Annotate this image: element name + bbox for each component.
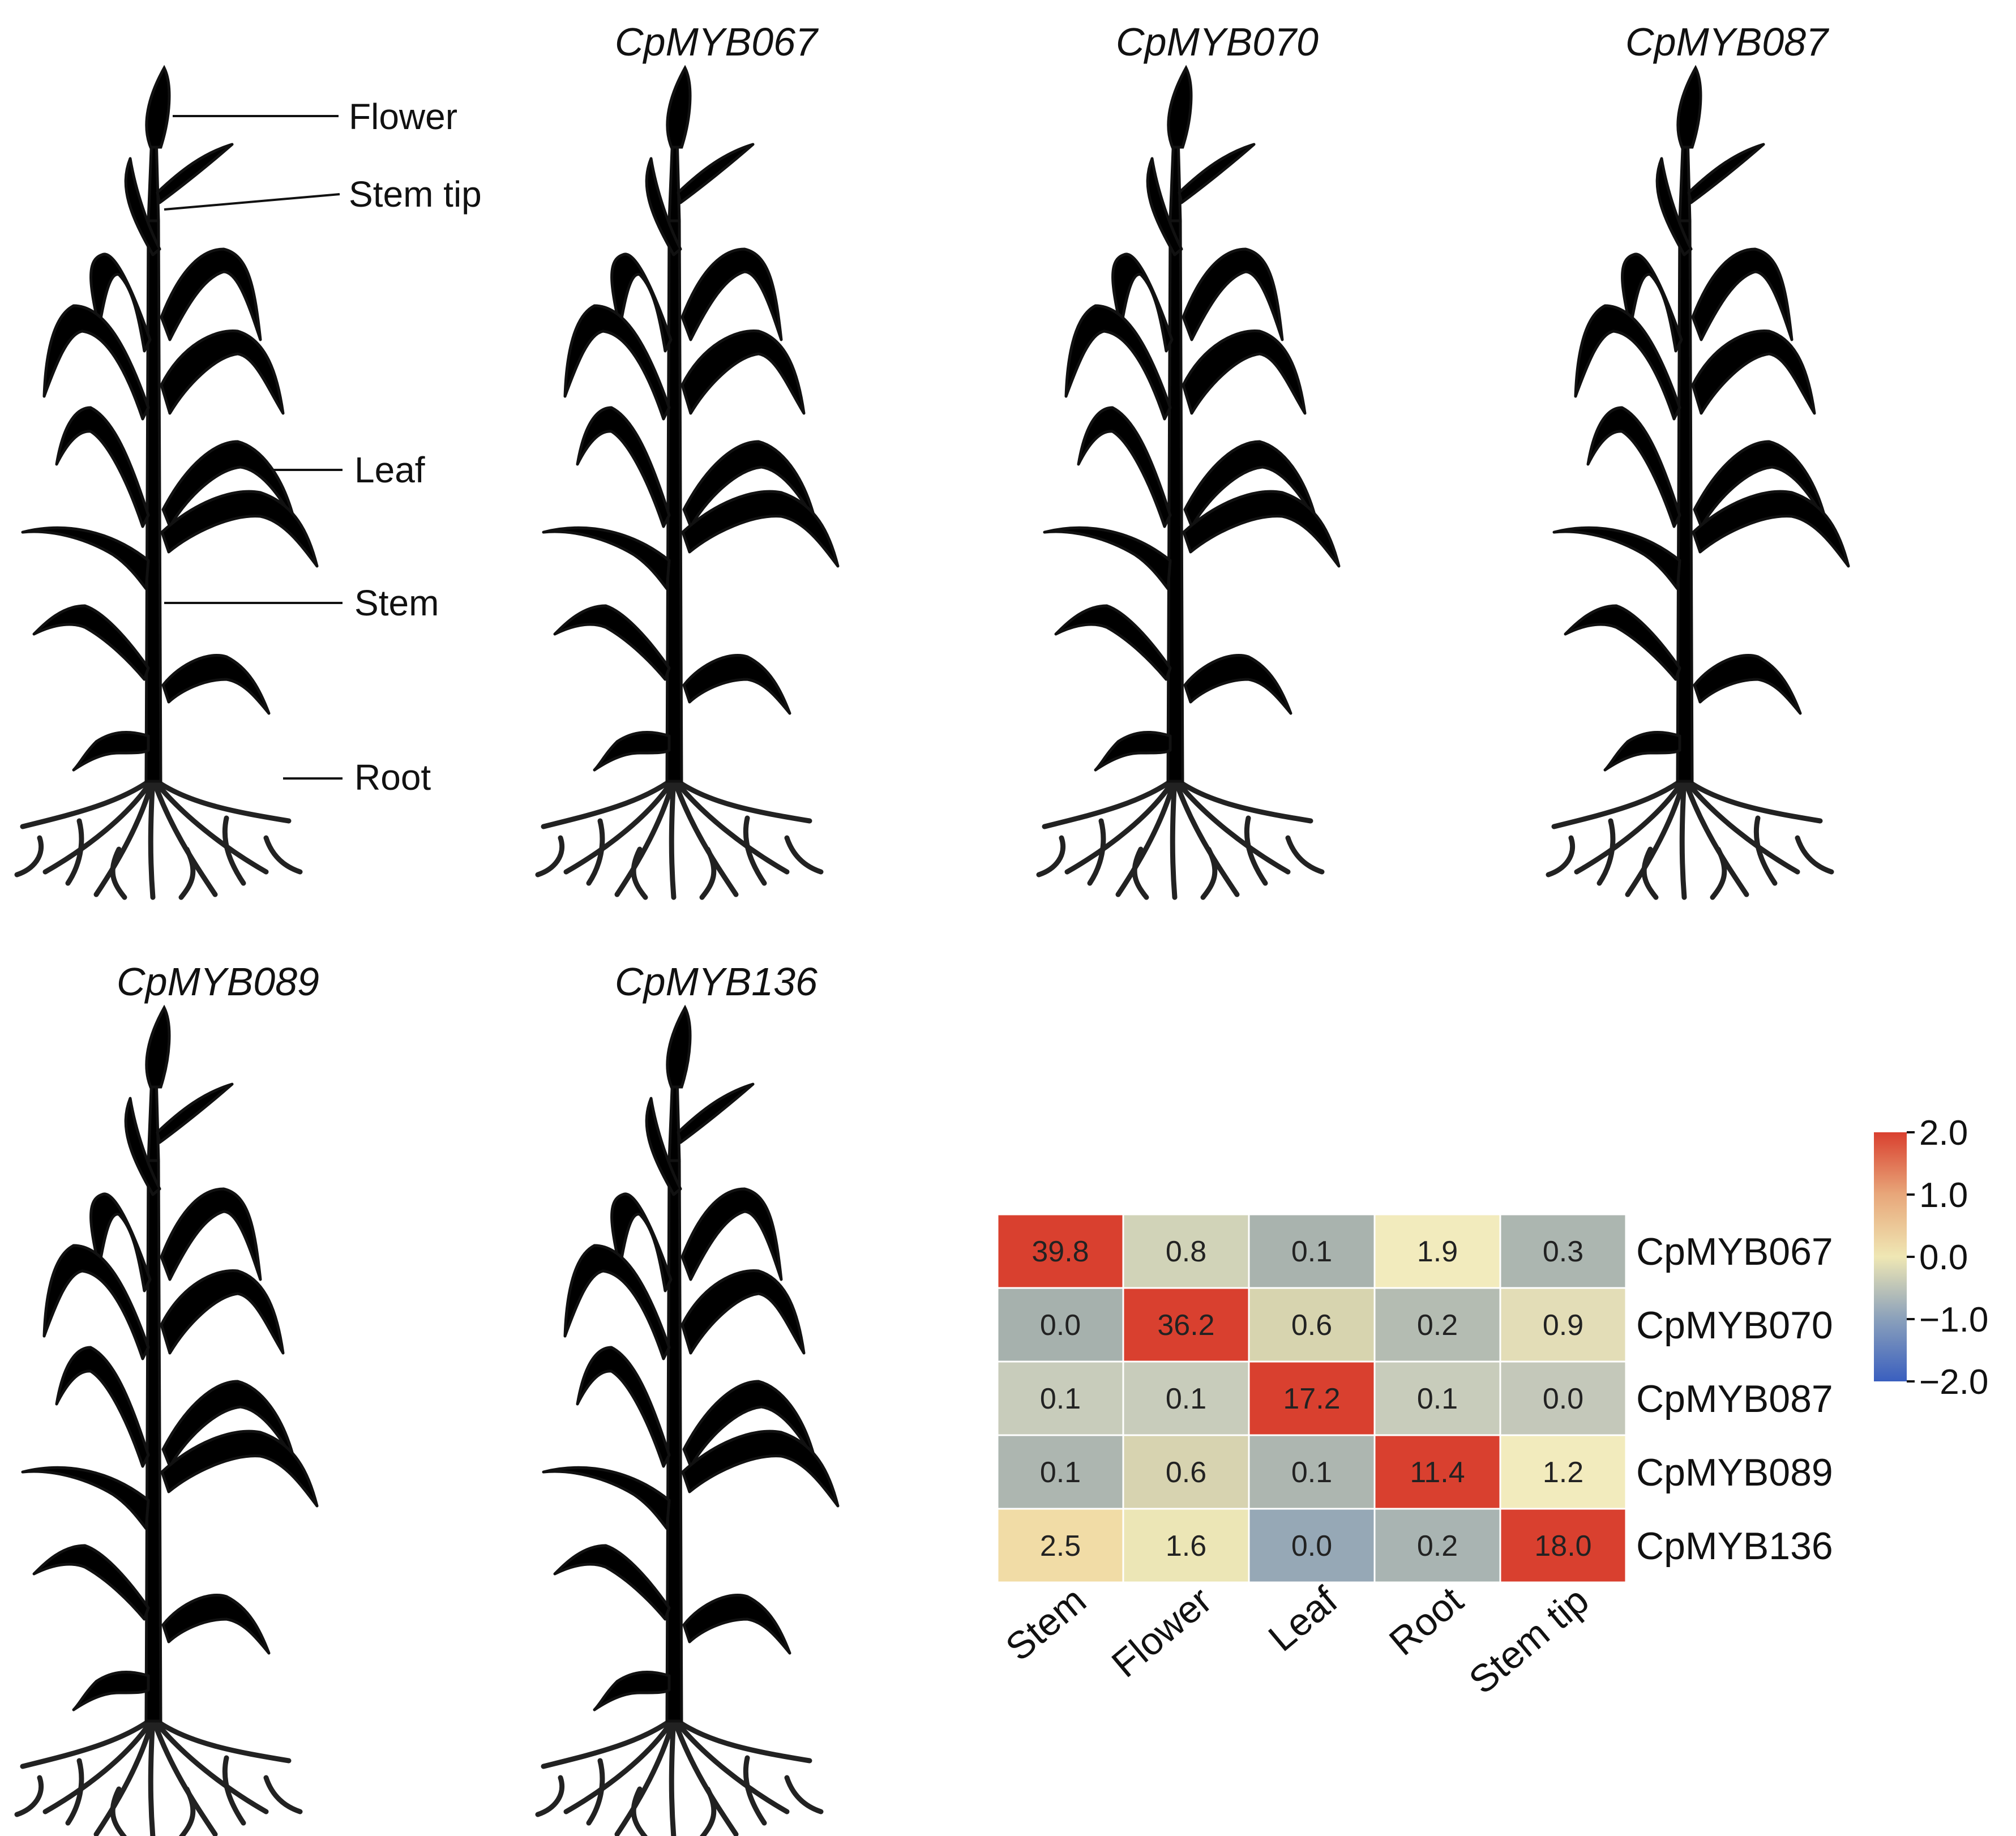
heatmap-cell — [996, 1287, 1124, 1363]
row-label: CpMYB087 — [1636, 1377, 1833, 1420]
cell-value-label: 0.1 — [1291, 1456, 1332, 1489]
panel-cpmyb089: CpMYB089 — [17, 960, 319, 1836]
colorbar-tick-label: 0.0 — [1919, 1238, 1968, 1277]
cell-value-label: 0.1 — [1040, 1383, 1081, 1415]
cell-value-label: 18.0 — [1534, 1530, 1591, 1563]
cell-value-label: 0.1 — [1166, 1383, 1206, 1415]
column-label: Flower — [1103, 1578, 1219, 1685]
heatmap-cell — [1373, 1287, 1501, 1363]
heatmap-cell — [1499, 1287, 1627, 1363]
heatmap-cell — [1373, 1434, 1501, 1510]
column-label: Leaf — [1260, 1578, 1345, 1659]
colorbar-tick-label: 1.0 — [1919, 1176, 1968, 1215]
column-label: Stem — [998, 1578, 1094, 1669]
cell-value-label: 1.9 — [1417, 1235, 1458, 1268]
heatmap-cell — [1248, 1213, 1376, 1289]
cell-value-label: 0.3 — [1543, 1235, 1583, 1268]
panel-title: CpMYB087 — [1625, 20, 1830, 64]
plant-illustration — [538, 68, 838, 897]
cell-value-label: 0.8 — [1166, 1235, 1206, 1268]
heatmap-cell — [1373, 1213, 1501, 1289]
cell-value-label: 0.2 — [1417, 1309, 1458, 1342]
flower-label: Flower — [349, 96, 457, 137]
cell-value-label: 0.1 — [1291, 1235, 1332, 1268]
row-label: CpMYB070 — [1636, 1304, 1833, 1347]
cell-value-label: 39.8 — [1031, 1235, 1089, 1268]
panel-cpmyb087: CpMYB087 — [1548, 20, 1848, 897]
heatmap: 39.8 0.8 0.1 1.9 0.3 CpMYB067 0.0 36.2 0.6 0.2 0.9… — [996, 1213, 1833, 1702]
stem-label: Stem — [354, 583, 439, 623]
plant-illustration — [17, 1008, 317, 1836]
cell-value-label: 17.2 — [1283, 1383, 1340, 1415]
stem-tip-leader-line — [164, 193, 340, 211]
cell-value-label: 0.1 — [1417, 1383, 1458, 1415]
row-label: CpMYB089 — [1636, 1451, 1833, 1494]
column-label: Stem tip — [1461, 1578, 1597, 1702]
cell-value-label: 0.0 — [1040, 1309, 1081, 1342]
row-label: CpMYB136 — [1636, 1525, 1833, 1568]
heatmap-cell — [1373, 1360, 1501, 1436]
colorbar-tick-label: −1.0 — [1919, 1300, 1988, 1339]
heatmap-cell — [1499, 1508, 1627, 1584]
row-label: CpMYB067 — [1636, 1230, 1833, 1273]
cell-value-label: 0.2 — [1417, 1530, 1458, 1563]
cell-value-label: 1.6 — [1166, 1530, 1206, 1563]
panel-cpmyb067: CpMYB067 — [538, 20, 838, 897]
heatmap-cell — [1248, 1434, 1376, 1510]
heatmap-cell — [996, 1213, 1124, 1289]
cell-value-label: 0.0 — [1543, 1383, 1583, 1415]
colorbar-tick-label: −2.0 — [1919, 1363, 1988, 1402]
heatmap-cell — [1373, 1508, 1501, 1584]
heatmap-cell — [996, 1360, 1124, 1436]
cell-value-label: 0.1 — [1040, 1456, 1081, 1489]
heatmap-cell — [1499, 1360, 1627, 1436]
heatmap-cell — [1122, 1508, 1250, 1584]
panel-cpmyb070: CpMYB070 — [1039, 20, 1339, 897]
panel-title: CpMYB070 — [1116, 20, 1319, 64]
panel-title: CpMYB136 — [615, 960, 817, 1004]
cell-value-label: 11.4 — [1410, 1456, 1465, 1489]
reference-plant-illustration — [17, 68, 317, 897]
plant-illustration — [1039, 68, 1339, 897]
cell-value-label: 1.2 — [1543, 1456, 1583, 1489]
cell-value-label: 0.0 — [1291, 1530, 1332, 1563]
cell-value-label: 36.2 — [1157, 1309, 1214, 1342]
plant-illustration — [1548, 68, 1848, 897]
heatmap-cell — [1499, 1213, 1627, 1289]
panel-title: CpMYB089 — [117, 960, 319, 1004]
root-label: Root — [354, 757, 431, 798]
heatmap-cell — [1122, 1360, 1250, 1436]
reference-plant: Flower Stem tip Leaf Stem Root — [17, 68, 482, 897]
colorbar: 2.0 1.0 0.0 −1.0 −2.0 — [1874, 1114, 1988, 1402]
cell-value-label: 2.5 — [1040, 1530, 1081, 1563]
column-label: Root — [1381, 1578, 1471, 1664]
cell-value-label: 0.6 — [1291, 1309, 1332, 1342]
panel-title: CpMYB067 — [615, 20, 819, 64]
colorbar-tick-label: 2.0 — [1919, 1114, 1968, 1153]
plant-illustration — [538, 1008, 838, 1836]
cell-value-label: 0.6 — [1166, 1456, 1206, 1489]
panel-cpmyb136: CpMYB136 — [538, 960, 838, 1836]
stem-tip-label: Stem tip — [349, 174, 482, 215]
organ-labels: Flower Stem tip Leaf Stem Root — [164, 96, 482, 798]
leaf-label: Leaf — [354, 450, 425, 490]
heatmap-cell — [1499, 1434, 1627, 1510]
heatmap-cell — [996, 1508, 1124, 1584]
cell-value-label: 0.9 — [1543, 1309, 1583, 1342]
colorbar-gradient — [1874, 1132, 1907, 1381]
